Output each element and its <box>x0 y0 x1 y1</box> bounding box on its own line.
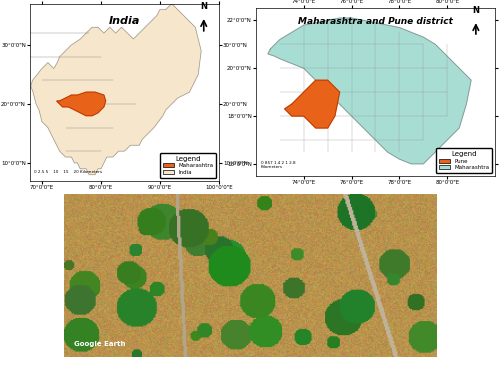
Text: Google Earth: Google Earth <box>74 341 125 347</box>
Polygon shape <box>268 18 471 164</box>
Text: 0 2.5 5    10    15    20 Kilometers: 0 2.5 5 10 15 20 Kilometers <box>34 169 102 174</box>
Text: N: N <box>472 6 480 15</box>
Legend: Pune, Maharashtra: Pune, Maharashtra <box>436 148 492 173</box>
Text: India: India <box>109 16 140 26</box>
Polygon shape <box>31 4 201 175</box>
Polygon shape <box>284 80 340 128</box>
Polygon shape <box>56 92 106 116</box>
Text: N: N <box>200 2 207 11</box>
Legend: Maharashtra, India: Maharashtra, India <box>160 153 216 178</box>
Text: Maharashtra and Pune district: Maharashtra and Pune district <box>298 17 453 26</box>
Text: 0 857 1.4 2 1 2.8
Kilometers: 0 857 1.4 2 1 2.8 Kilometers <box>261 161 296 169</box>
